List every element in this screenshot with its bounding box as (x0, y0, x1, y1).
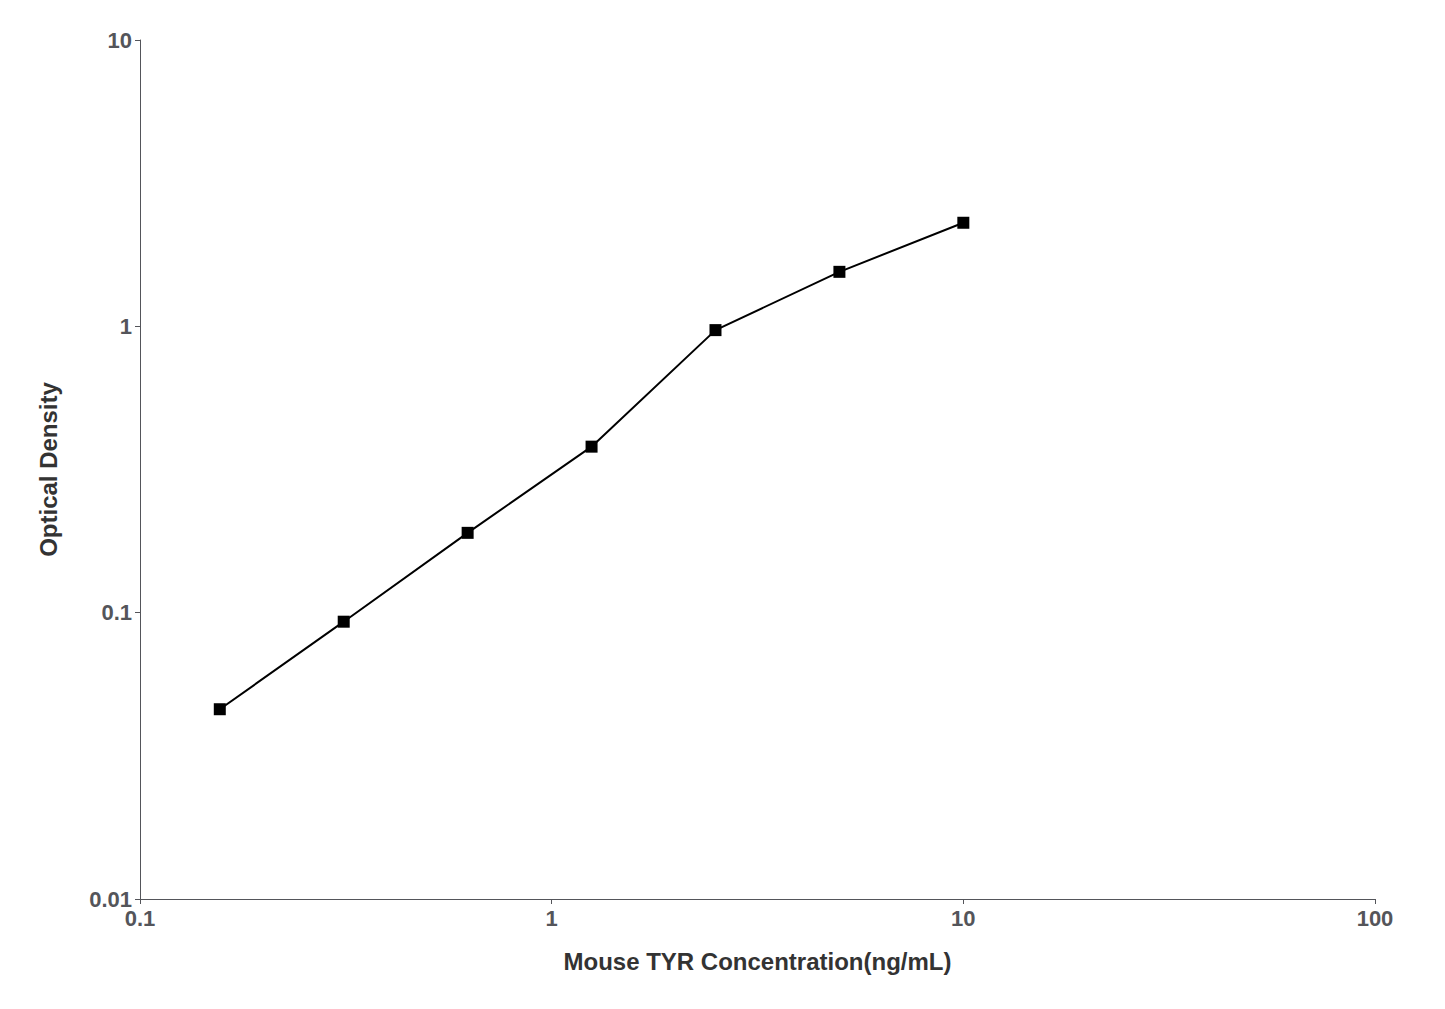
svg-text:0.01: 0.01 (89, 886, 132, 912)
svg-text:0.1: 0.1 (101, 600, 132, 625)
svg-text:10: 10 (951, 906, 975, 931)
svg-text:100: 100 (1357, 906, 1394, 931)
svg-text:Optical Density: Optical Density (35, 381, 62, 556)
svg-text:1: 1 (546, 906, 558, 931)
svg-text:10: 10 (108, 28, 132, 53)
svg-text:0.1: 0.1 (125, 906, 156, 931)
svg-text:1: 1 (120, 314, 132, 339)
svg-text:Mouse TYR Concentration(ng/mL): Mouse TYR Concentration(ng/mL) (564, 948, 952, 975)
